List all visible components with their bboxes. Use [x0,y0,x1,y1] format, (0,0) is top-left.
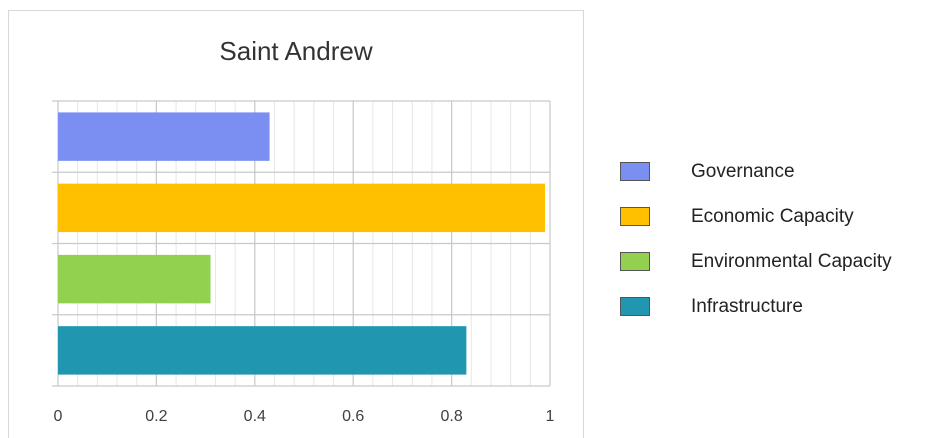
bar-economic-capacity [58,183,546,233]
bar-infrastructure [58,326,467,375]
legend-swatch [620,252,650,271]
legend-label: Infrastructure [691,296,803,317]
bar-governance [58,112,270,161]
x-tick-label: 1 [546,408,555,425]
bar-environmental-capacity [58,254,211,304]
legend-label: Economic Capacity [691,206,854,227]
legend-label: Environmental Capacity [691,251,892,272]
x-tick-label: 0.8 [440,408,462,425]
x-axis-tick-labels: 0 0.2 0.4 0.6 0.8 1 [54,408,555,425]
chart-frame [8,10,584,438]
x-tick-label: 0.6 [342,408,364,425]
legend-label: Governance [691,161,795,182]
x-tick-label: 0.2 [145,408,167,425]
x-tick-label: 0 [54,408,63,425]
legend-swatch [620,162,650,181]
legend-swatch [620,207,650,226]
bars [58,112,546,375]
legend-swatch [620,297,650,316]
x-tick-label: 0.4 [244,408,266,425]
chart-title: Saint Andrew [219,36,373,66]
